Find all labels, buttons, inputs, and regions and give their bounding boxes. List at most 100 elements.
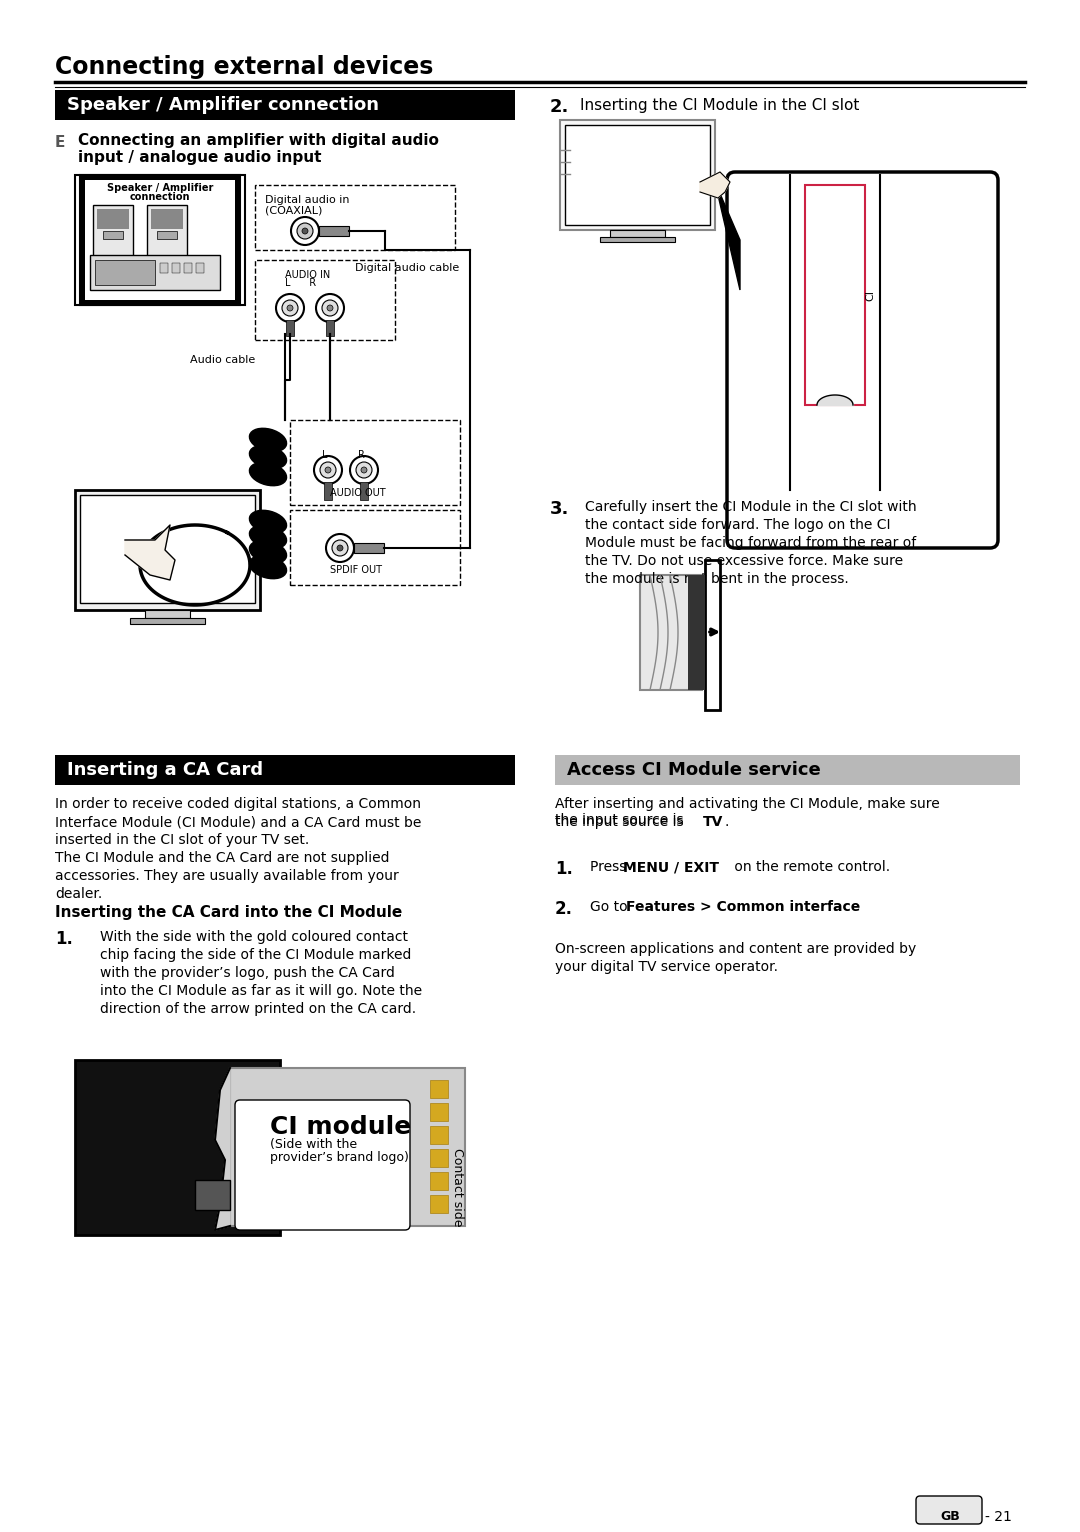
Text: (COAXIAL): (COAXIAL): [265, 205, 322, 214]
Ellipse shape: [249, 555, 286, 579]
Bar: [145, 610, 190, 617]
Bar: [360, 483, 368, 499]
Text: In order to receive coded digital stations, a Common: In order to receive coded digital statio…: [55, 797, 421, 810]
Circle shape: [326, 535, 354, 562]
Text: Inserting the CA Card into the CI Module: Inserting the CA Card into the CI Module: [55, 905, 402, 921]
Text: - 21: - 21: [985, 1511, 1012, 1524]
Text: R: R: [357, 450, 365, 460]
Bar: [85, 179, 235, 300]
Text: .: .: [725, 815, 729, 829]
Polygon shape: [125, 525, 175, 581]
Ellipse shape: [249, 510, 286, 533]
Text: AUDIO OUT: AUDIO OUT: [330, 489, 386, 498]
Text: GB: GB: [940, 1511, 960, 1523]
Circle shape: [108, 213, 118, 224]
Bar: [430, 1126, 448, 1144]
Text: CI: CI: [865, 290, 875, 300]
Text: Digital audio cable: Digital audio cable: [355, 264, 459, 273]
Bar: [430, 1103, 448, 1121]
Circle shape: [102, 205, 125, 230]
Text: AUDIO IN: AUDIO IN: [285, 270, 330, 280]
Text: E: E: [55, 135, 66, 150]
FancyBboxPatch shape: [235, 1100, 410, 1230]
Text: the input source is: the input source is: [555, 815, 688, 829]
Ellipse shape: [249, 446, 286, 469]
Circle shape: [322, 300, 338, 316]
Text: Audio cable: Audio cable: [190, 355, 255, 365]
Text: with the provider’s logo, push the CA Card: with the provider’s logo, push the CA Ca…: [100, 967, 395, 980]
Bar: [55, 90, 515, 119]
Text: Press: Press: [590, 859, 631, 873]
Circle shape: [320, 463, 336, 478]
Circle shape: [325, 467, 330, 473]
Text: 19": 19": [258, 516, 278, 525]
Bar: [93, 205, 133, 265]
Text: chip facing the side of the CI Module marked: chip facing the side of the CI Module ma…: [100, 948, 411, 962]
Text: 3.: 3.: [550, 499, 569, 518]
Bar: [324, 483, 332, 499]
Circle shape: [282, 300, 298, 316]
Bar: [75, 490, 260, 610]
Text: After inserting and activating the CI Module, make sure
the input source is: After inserting and activating the CI Mo…: [555, 797, 940, 827]
Text: your digital TV service operator.: your digital TV service operator.: [555, 961, 778, 974]
Bar: [640, 574, 702, 689]
Text: Module must be facing forward from the rear of: Module must be facing forward from the r…: [585, 536, 916, 550]
Text: SPDIF OUT: SPDIF OUT: [330, 565, 382, 574]
Text: Speaker / Amplifier connection: Speaker / Amplifier connection: [67, 97, 379, 113]
Circle shape: [302, 228, 308, 234]
Text: 1.: 1.: [555, 859, 572, 878]
Text: On-screen applications and content are provided by: On-screen applications and content are p…: [555, 942, 916, 956]
Text: direction of the arrow printed on the CA card.: direction of the arrow printed on the CA…: [100, 1002, 416, 1016]
Bar: [195, 264, 204, 273]
Text: Access CI Module service: Access CI Module service: [567, 761, 821, 778]
Text: on the remote control.: on the remote control.: [730, 859, 890, 873]
Text: CI module: CI module: [270, 1115, 411, 1138]
Text: accessories. They are usually available from your: accessories. They are usually available …: [55, 869, 399, 882]
Text: Contact side: Contact side: [450, 1147, 463, 1227]
Text: 2.: 2.: [555, 899, 573, 918]
Bar: [255, 185, 455, 250]
Circle shape: [276, 294, 303, 322]
Text: the TV. Do not use excessive force. Make sure: the TV. Do not use excessive force. Make…: [585, 555, 903, 568]
Bar: [172, 264, 180, 273]
Polygon shape: [215, 1068, 230, 1230]
Bar: [430, 1149, 448, 1167]
Text: Connecting external devices: Connecting external devices: [55, 55, 433, 80]
Bar: [688, 574, 705, 689]
Bar: [80, 175, 240, 305]
Text: Carefully insert the CI Module in the CI slot with: Carefully insert the CI Module in the CI…: [585, 499, 917, 515]
Text: The CI Module and the CA Card are not supplied: The CI Module and the CA Card are not su…: [55, 850, 390, 866]
Bar: [291, 510, 460, 585]
Bar: [600, 237, 675, 242]
Text: connection: connection: [130, 192, 190, 202]
Text: inserted in the CI slot of your TV set.: inserted in the CI slot of your TV set.: [55, 833, 309, 847]
Circle shape: [337, 545, 343, 552]
Bar: [103, 231, 123, 239]
Circle shape: [156, 205, 179, 230]
Text: 26": 26": [258, 532, 278, 541]
Bar: [319, 227, 349, 236]
FancyBboxPatch shape: [916, 1497, 982, 1524]
Bar: [430, 1195, 448, 1213]
Bar: [151, 208, 183, 228]
Text: L      R: L R: [285, 277, 316, 288]
Bar: [565, 126, 710, 225]
Bar: [55, 755, 515, 784]
Bar: [705, 561, 720, 709]
Circle shape: [287, 305, 293, 311]
Bar: [184, 264, 192, 273]
Text: Speaker / Amplifier: Speaker / Amplifier: [107, 182, 213, 193]
Text: dealer.: dealer.: [55, 887, 103, 901]
Circle shape: [291, 218, 319, 245]
Bar: [610, 230, 665, 237]
Bar: [157, 231, 177, 239]
Polygon shape: [715, 182, 740, 290]
Circle shape: [204, 265, 216, 277]
Bar: [90, 254, 220, 290]
Text: into the CI Module as far as it will go. Note the: into the CI Module as far as it will go.…: [100, 984, 422, 997]
Bar: [95, 260, 156, 285]
Text: (Side with the: (Side with the: [270, 1138, 357, 1151]
Text: 26": 26": [258, 434, 278, 444]
Text: L: L: [322, 450, 327, 460]
Bar: [286, 320, 294, 336]
